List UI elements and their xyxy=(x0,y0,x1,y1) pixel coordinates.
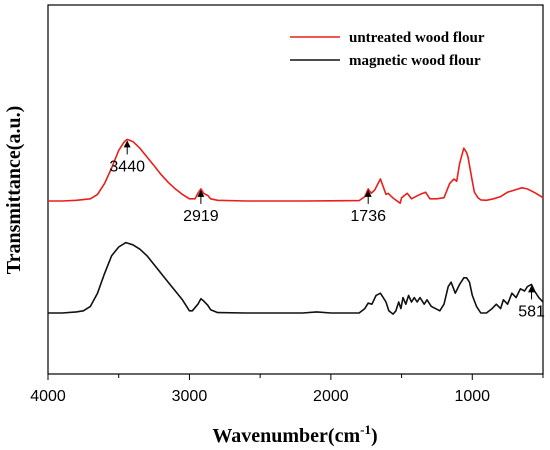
peak-label-2919: 2919 xyxy=(183,208,219,225)
peak-label-3440: 3440 xyxy=(109,158,145,175)
x-tick-label: 3000 xyxy=(172,388,208,405)
peak-arrow-head xyxy=(528,285,536,293)
series-layer xyxy=(48,138,544,315)
legend: untreated wood flour magnetic wood flour xyxy=(290,30,485,69)
series-line-magnetic xyxy=(48,241,544,315)
peak-label-581: 581 xyxy=(518,303,545,320)
peak-arrow-head xyxy=(364,189,372,197)
peak-label-1736: 1736 xyxy=(350,208,386,225)
plot-frame xyxy=(47,4,544,375)
y-axis-title: Transmittance(a.u.) xyxy=(3,106,25,275)
x-axis-title: Wavenumber(cm-1) xyxy=(212,422,377,447)
peak-arrow-head xyxy=(123,140,131,148)
annotations-layer: 3440 2919 1736 581 xyxy=(109,140,545,320)
x-tick-label: 2000 xyxy=(313,388,349,405)
series-line-untreated xyxy=(48,138,544,204)
x-ticks: 4000 3000 2000 1000 xyxy=(30,374,544,405)
x-tick-label: 1000 xyxy=(454,388,490,405)
x-tick-label: 4000 xyxy=(30,388,66,405)
legend-label-untreated: untreated wood flour xyxy=(349,30,485,46)
legend-label-magnetic: magnetic wood flour xyxy=(349,53,481,69)
peak-arrow-head xyxy=(197,189,205,197)
